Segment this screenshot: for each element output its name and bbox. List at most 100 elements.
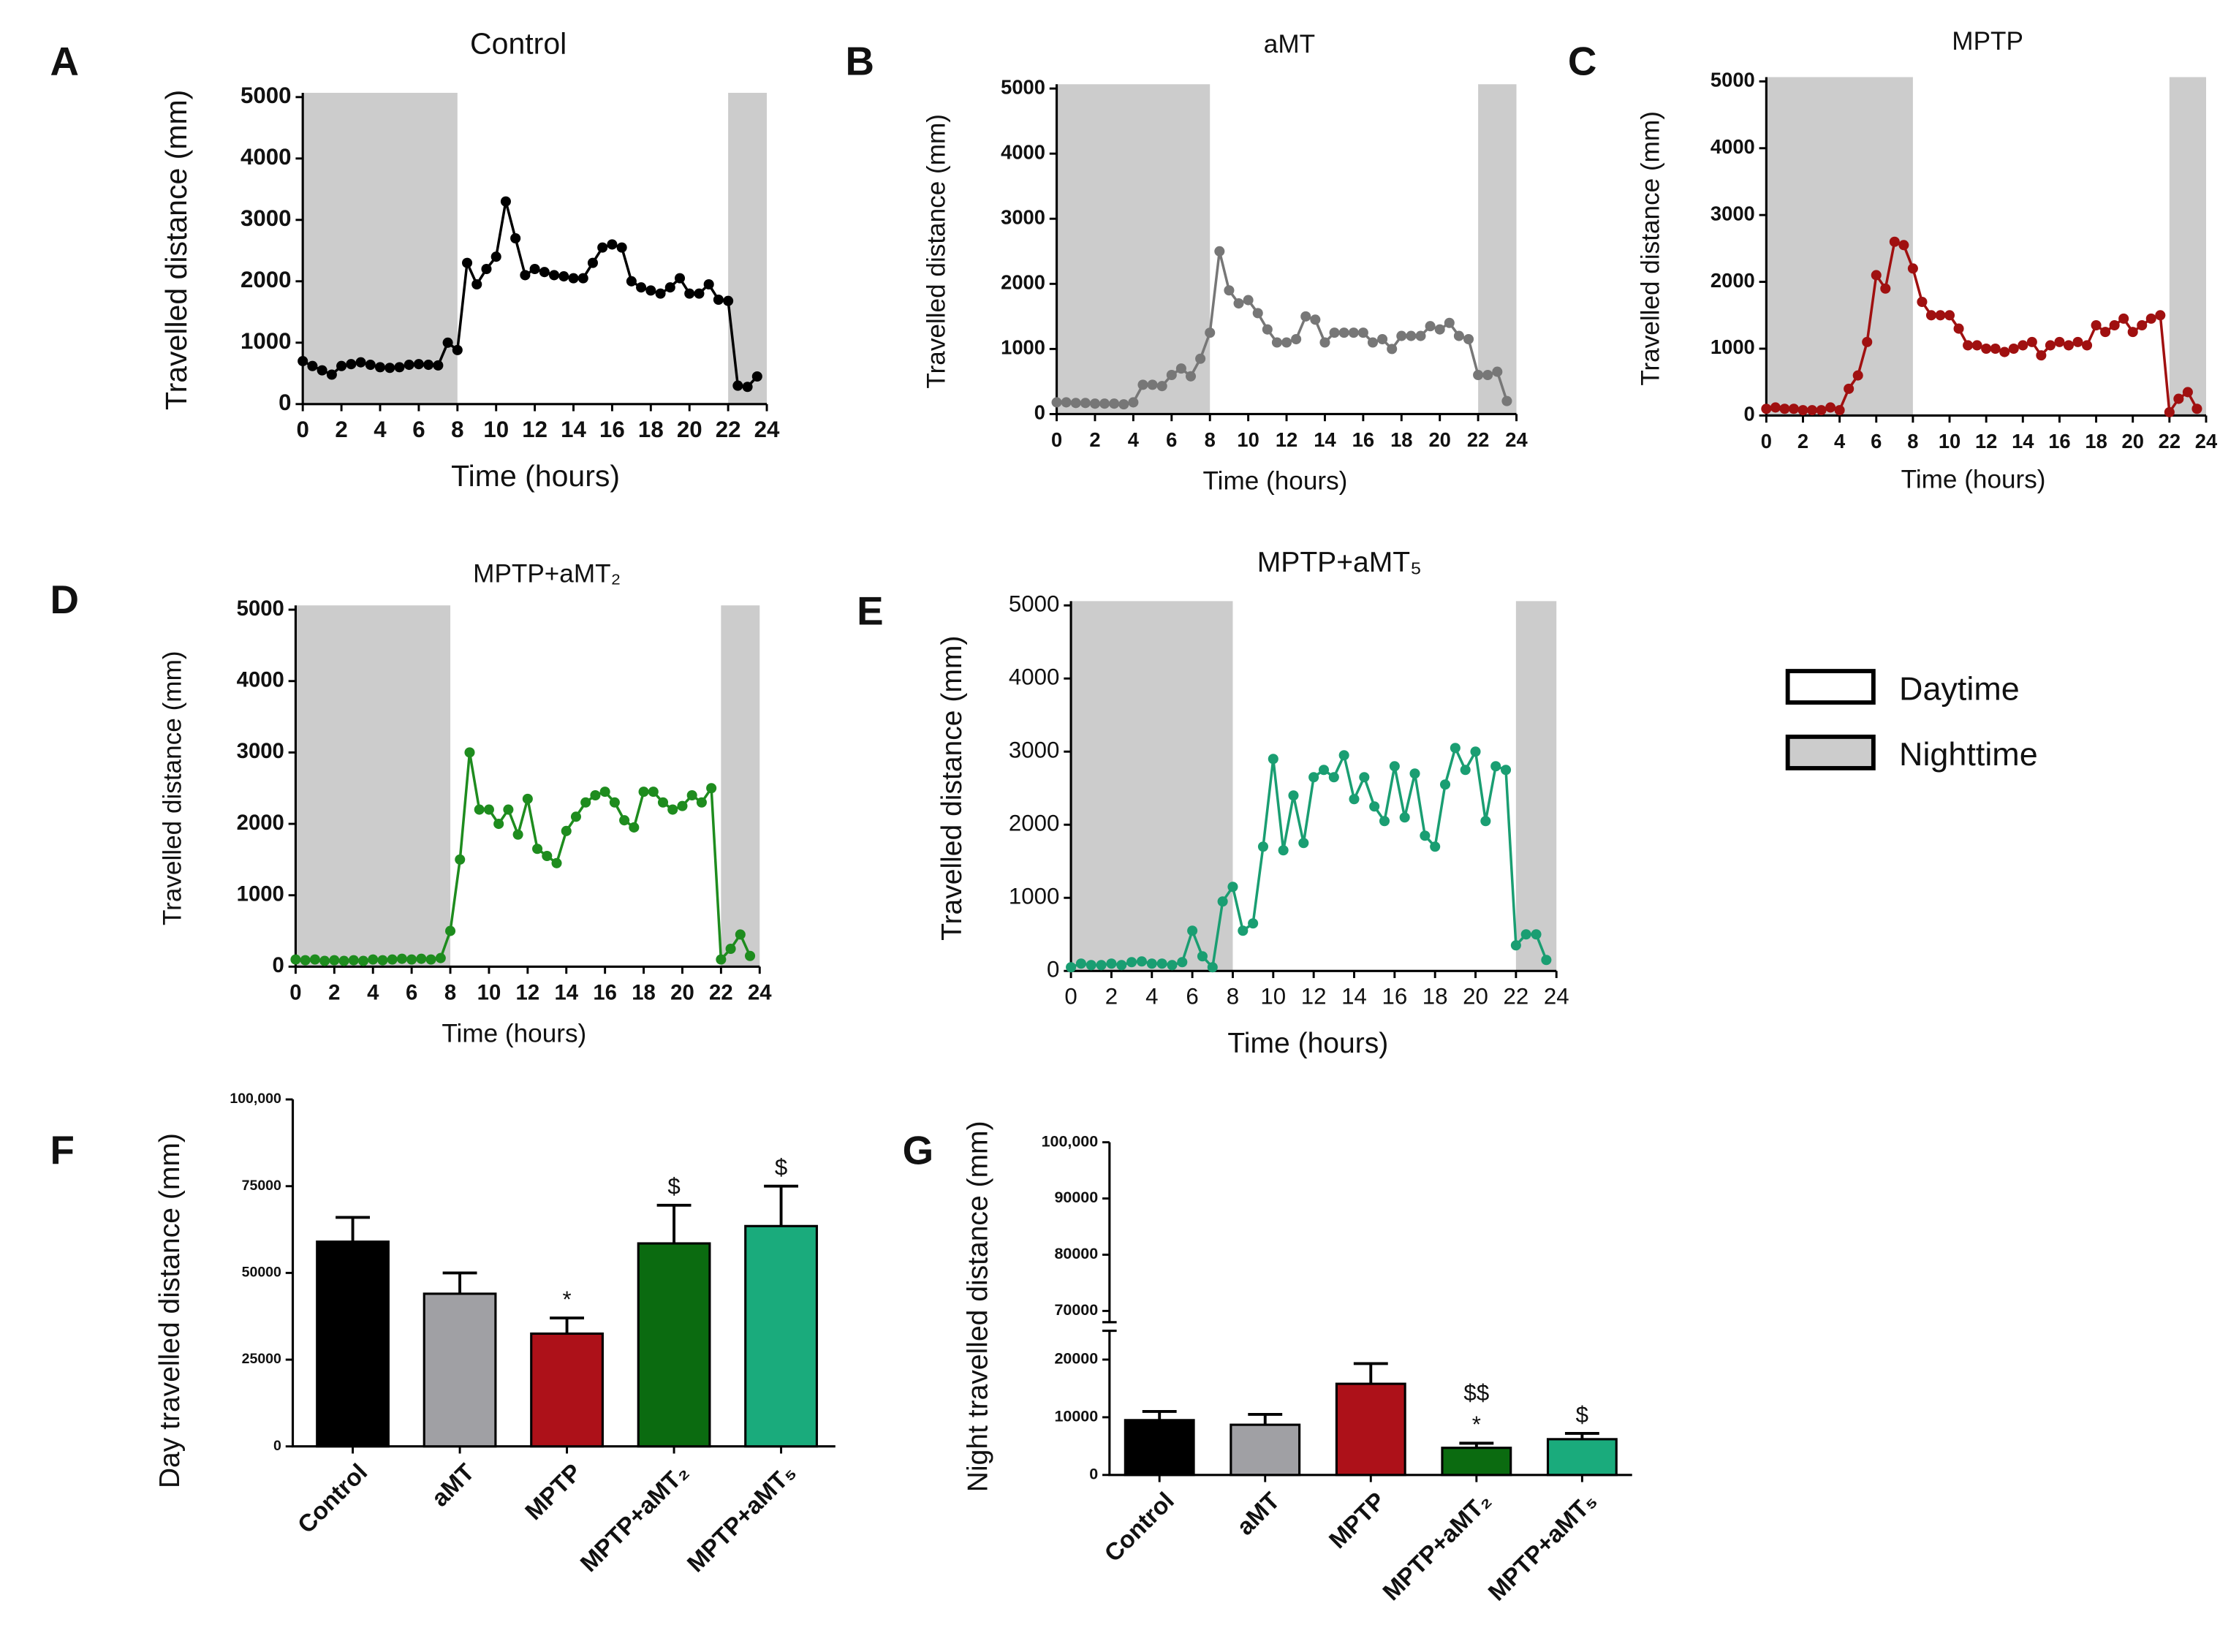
data-point [503,804,514,815]
y-tick-label: 1000 [1009,884,1060,909]
data-point [619,815,630,826]
data-point [558,271,569,282]
x-tick-label: MPTP+aMT₂ [1378,1488,1496,1606]
data-point [1389,761,1400,772]
x-tick-label: aMT [1232,1488,1285,1541]
data-point [1205,327,1216,338]
data-point [1089,398,1100,409]
data-point [1844,383,1855,394]
data-point [1399,812,1410,823]
data-point [751,371,762,382]
data-point [1278,845,1289,856]
data-point [1889,236,1900,247]
y-tick-label: 0 [273,953,284,977]
x-tick-label: 14 [1341,984,1367,1009]
data-point [1227,882,1238,893]
data-point [1482,369,1493,381]
data-point [735,929,746,940]
data-point [404,360,414,371]
data-point [512,829,523,840]
x-tick-label: 6 [1166,428,1177,451]
data-point [645,285,656,296]
data-point [1944,310,1955,321]
data-point [1066,962,1077,973]
data-point [1197,951,1208,962]
y-tick-label: 0 [279,390,291,415]
panel-letter: C [1568,38,1597,83]
data-point [384,363,395,374]
data-point [1175,363,1186,374]
data-point [599,787,610,797]
data-point [1470,746,1481,757]
data-point [416,953,427,964]
bar [1441,1447,1512,1477]
data-point [1217,896,1228,907]
data-point [1187,925,1198,936]
y-tick-label: 4000 [1710,135,1755,158]
x-tick-label: 0 [1051,428,1062,451]
x-tick-label: 16 [2048,430,2070,452]
data-point [1156,381,1167,392]
y-tick-label: 50000 [242,1265,281,1281]
y-tick-label: 3000 [240,205,292,231]
y-tick-label: 4000 [240,144,292,170]
bar [1335,1382,1406,1477]
data-point [587,257,598,268]
data-point [2109,319,2120,331]
x-tick-label: 14 [561,417,586,442]
x-tick-label: 24 [748,980,772,1004]
data-point [1761,403,1772,414]
bar [1230,1423,1301,1477]
data-point [1999,346,2010,357]
data-point [1871,270,1882,281]
bar [744,1224,818,1448]
x-tick-label: 2 [1797,430,1808,452]
legend-label: Daytime [1899,670,2020,707]
data-point [568,273,579,284]
y-axis-label: Travelled distance (mm) [936,636,968,941]
data-point [1349,794,1360,805]
data-point [520,270,531,281]
data-point [2145,313,2156,324]
data-point [1963,340,1974,351]
data-point [1520,929,1531,940]
data-point [1953,323,1964,334]
x-tick-label: 20 [1428,428,1450,451]
night-shade [1056,84,1211,414]
bar [1124,1419,1195,1477]
data-point [1243,295,1254,306]
y-tick-label: 1000 [1001,336,1045,359]
x-tick-label: 20 [2122,430,2144,452]
x-tick-label: 4 [1128,428,1140,451]
data-point [425,954,436,965]
data-point [2182,387,2193,398]
y-tick-label: 3000 [1009,737,1060,762]
data-point [355,357,366,368]
data-point [1917,296,1928,308]
data-point [493,819,504,830]
x-tick-label: 24 [754,417,780,442]
data-point [2018,340,2028,351]
data-point [338,955,349,966]
data-point [1300,311,1311,322]
x-tick-label: 6 [1871,430,1882,452]
y-tick-label: 25000 [242,1351,281,1367]
x-tick-label: 10 [477,980,501,1004]
data-point [1981,343,1992,355]
x-axis-label: Time (hours) [1202,467,1347,496]
data-point [490,251,501,262]
x-tick-label: 10 [1237,428,1259,451]
data-point [1137,379,1148,390]
x-tick-label: MPTP [520,1459,587,1526]
night-shade [1478,84,1517,414]
x-tick-label: 2 [1105,984,1118,1009]
data-point [1420,830,1431,841]
data-point [1118,399,1129,410]
data-point [694,288,705,299]
y-tick-label: 3000 [1710,202,1755,224]
data-point [742,382,753,393]
x-axis-label: Time (hours) [1227,1028,1388,1059]
data-point [1367,337,1379,348]
y-tick-label: 1000 [240,328,292,354]
data-point [387,954,398,965]
